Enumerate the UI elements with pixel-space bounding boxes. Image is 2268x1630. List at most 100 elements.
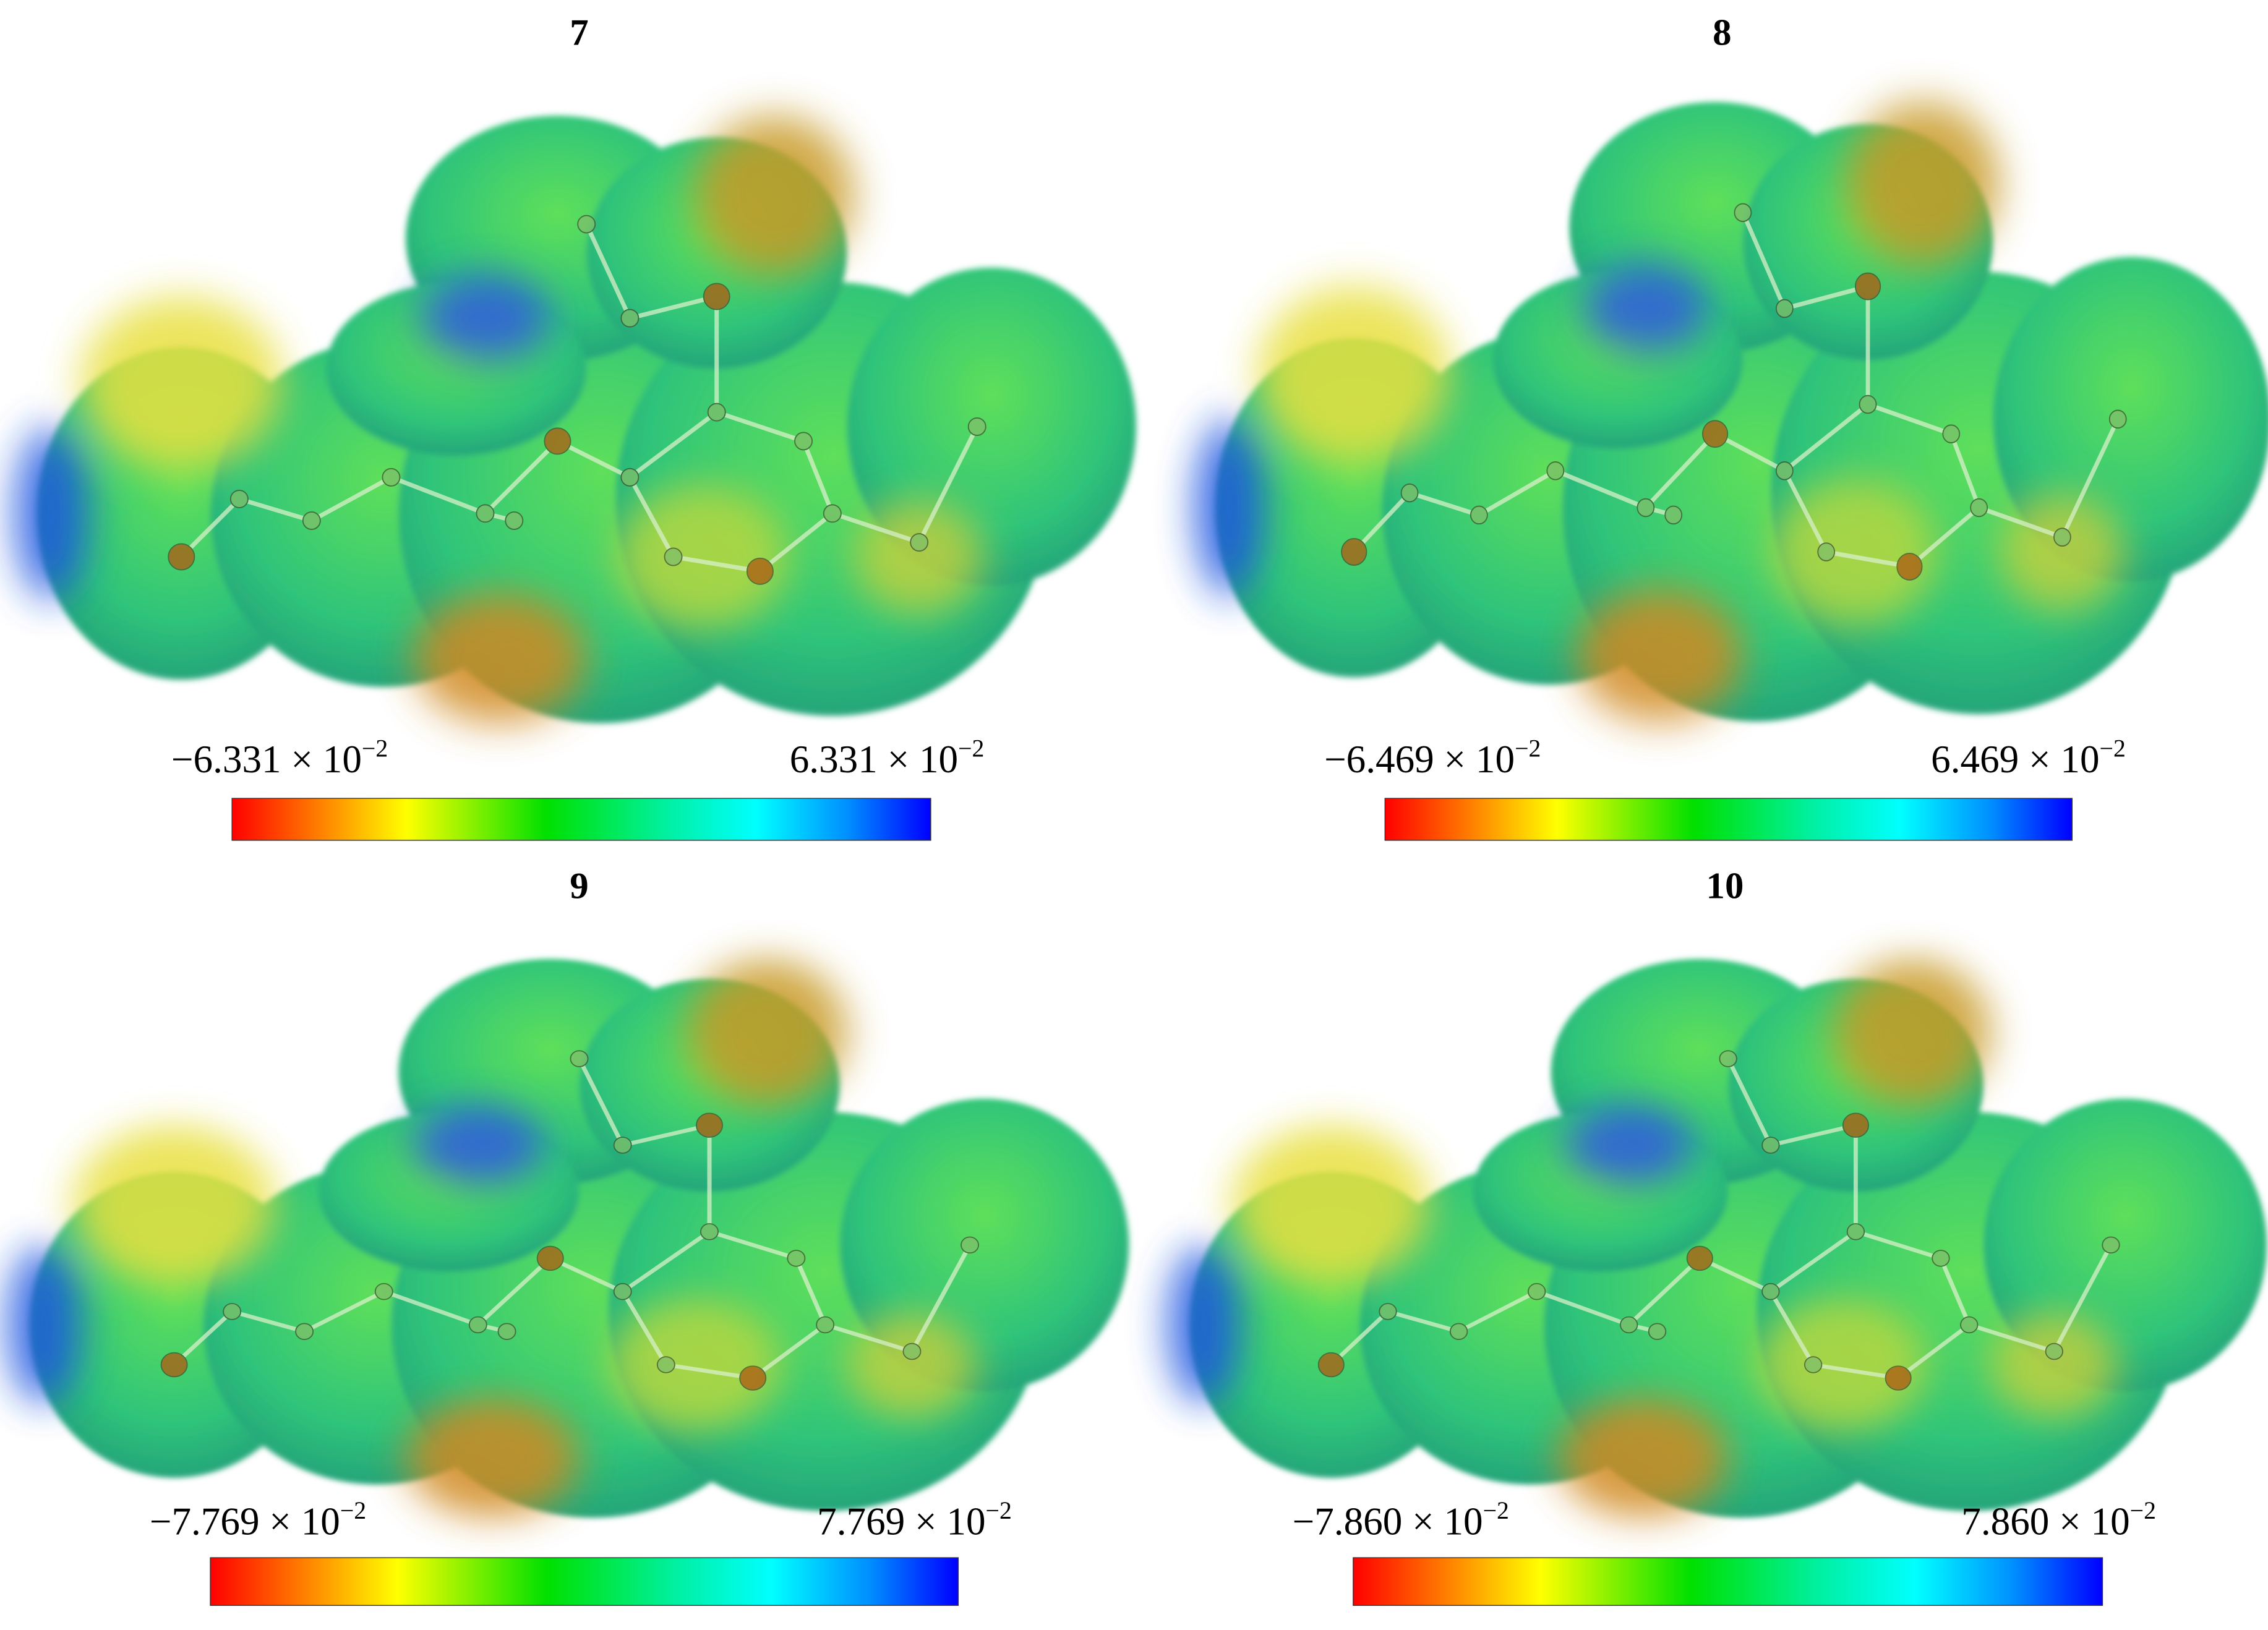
atom: [1885, 1365, 1912, 1391]
atom: [620, 309, 640, 328]
surface-spot: [420, 275, 550, 362]
bond: [1409, 490, 1480, 518]
molecule: [1317, 1050, 2120, 1391]
atom: [1686, 1245, 1713, 1271]
scale-min-exponent: −2: [362, 735, 388, 762]
molecule: [160, 1050, 979, 1391]
bond: [1740, 211, 1787, 310]
color-scale-bar: [210, 1557, 959, 1606]
surface-spot: [1257, 286, 1452, 464]
surface-spot: [1847, 101, 2000, 265]
atom: [1846, 1223, 1865, 1240]
scale-max-mantissa: 6.331 × 10: [790, 738, 958, 781]
molecule: [1341, 203, 2127, 581]
bond: [2052, 1244, 2113, 1352]
panel-label: 7: [570, 12, 588, 54]
bond: [2060, 418, 2120, 539]
bond: [751, 1323, 827, 1380]
surface-spot: [1576, 589, 1743, 722]
atom: [1775, 461, 1794, 480]
bond: [1908, 506, 1980, 569]
bond: [483, 439, 559, 515]
atom: [707, 403, 726, 422]
scale-max-label: 7.860 × 10−2: [1961, 1497, 2156, 1543]
surface-spot: [1990, 1311, 2118, 1419]
bond: [672, 555, 761, 574]
atom: [1854, 272, 1881, 301]
atom: [1817, 542, 1836, 561]
bond: [1457, 1289, 1538, 1334]
scale-min-label: −6.469 × 10−2: [1324, 735, 1541, 781]
atom: [794, 432, 813, 451]
scale-max-exponent: −2: [2100, 735, 2126, 762]
bond: [620, 1291, 668, 1366]
surface-spot: [413, 592, 587, 723]
surface-spot: [615, 484, 789, 629]
scale-max-mantissa: 7.769 × 10: [817, 1500, 985, 1543]
panel-label: 9: [570, 865, 588, 907]
atom: [1664, 505, 1683, 525]
bond: [310, 475, 393, 523]
atom: [787, 1250, 806, 1267]
color-scale-bar: [231, 798, 931, 841]
atom: [816, 1316, 835, 1334]
surface-spot: [695, 116, 854, 275]
atom: [1400, 483, 1419, 503]
panel: 10 −7.860 × 10−2 7.860 × 10−2: [1168, 865, 2267, 1606]
bond: [173, 1310, 234, 1367]
atom: [1379, 1303, 1397, 1320]
bond: [708, 1229, 797, 1260]
scale-min-exponent: −2: [340, 1497, 366, 1524]
atom: [1761, 1137, 1780, 1154]
atom: [160, 1352, 188, 1378]
atom: [620, 467, 640, 487]
atom: [1932, 1250, 1950, 1267]
bond: [629, 294, 717, 320]
atom: [1804, 1356, 1823, 1373]
atom: [295, 1323, 314, 1341]
scale-min-mantissa: −6.331 × 10: [171, 738, 362, 781]
scale-min-label: −6.331 × 10−2: [171, 735, 388, 781]
atom: [168, 543, 195, 571]
bond: [917, 425, 979, 544]
surface-spot: [1583, 264, 1708, 353]
surface-spot: [413, 1105, 544, 1185]
atom: [703, 283, 730, 310]
panel-label: 10: [1706, 865, 1744, 907]
surface-spot: [1558, 1397, 1729, 1518]
atom: [823, 504, 842, 523]
surface-spots: [7, 958, 977, 1518]
surface-spot: [1194, 419, 1264, 597]
surface-spot: [2000, 493, 2125, 611]
bond: [1826, 550, 1910, 569]
bond: [1782, 469, 1828, 553]
scale-min-exponent: −2: [1483, 1497, 1509, 1524]
surface-spot: [7, 1245, 80, 1405]
atom: [1619, 1316, 1638, 1334]
atom: [613, 1282, 632, 1300]
bond: [824, 1323, 913, 1354]
atom: [505, 511, 524, 530]
bond: [1855, 1229, 1942, 1260]
atom: [746, 557, 774, 585]
bond: [1768, 1291, 1815, 1366]
bond: [238, 497, 312, 523]
scale-min-mantissa: −7.860 × 10: [1293, 1500, 1483, 1543]
bond: [1867, 402, 1952, 437]
atom: [1896, 552, 1923, 581]
surface-spot: [1565, 1105, 1693, 1185]
atom: [1648, 1323, 1667, 1341]
atom: [664, 547, 683, 566]
atom: [374, 1282, 393, 1300]
bond: [1329, 1310, 1390, 1367]
esp-surface: [1194, 101, 2268, 722]
atom: [902, 1342, 922, 1360]
bond: [1644, 432, 1717, 510]
bond: [303, 1289, 385, 1334]
bond: [1897, 1323, 1971, 1380]
scale-max-label: 7.769 × 10−2: [817, 1497, 1012, 1543]
atom: [223, 1303, 242, 1320]
atom: [1970, 498, 1988, 518]
